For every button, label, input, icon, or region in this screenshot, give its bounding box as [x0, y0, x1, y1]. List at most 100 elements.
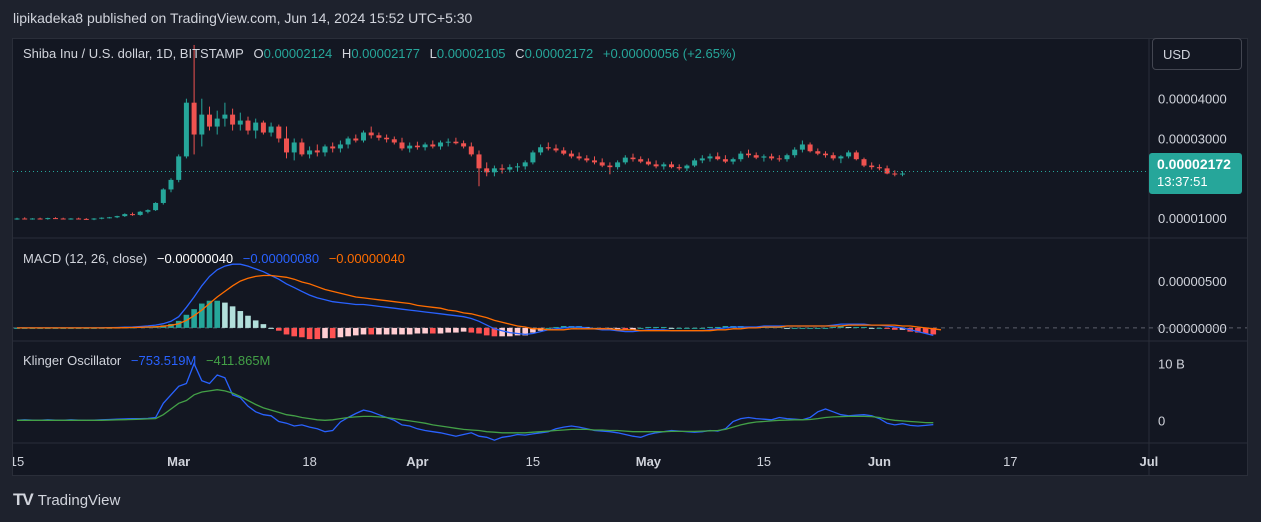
high-label: H: [341, 46, 352, 61]
macd-histogram-bar: [699, 327, 706, 329]
candle-body: [153, 202, 159, 211]
symbol-legend: Shiba Inu / U.S. dollar, 1D, BITSTAMP O0…: [23, 46, 742, 61]
candle-body: [438, 142, 443, 147]
macd-histogram-bar: [838, 326, 844, 328]
macd-histogram-bar: [491, 327, 498, 337]
klinger-series-line-kvo: [16, 362, 934, 441]
candle-body: [900, 173, 905, 175]
macd-histogram-bar: [545, 327, 552, 329]
footer-brand[interactable]: TV TradingView: [13, 490, 120, 510]
candle-body: [846, 152, 852, 157]
candle-body: [330, 146, 336, 149]
macd-histogram-bar: [468, 327, 475, 333]
candle-body: [176, 156, 182, 180]
time-tick-label: 15: [13, 454, 24, 469]
candle-body: [384, 137, 390, 140]
macd-histogram-bar: [175, 320, 182, 328]
macd-histogram-bar: [714, 326, 721, 328]
candle-body: [337, 144, 343, 149]
macd-histogram-bar: [360, 327, 367, 335]
candle-body: [584, 158, 590, 161]
candle-body: [361, 132, 366, 141]
candle-body: [692, 160, 698, 166]
candle-body: [91, 218, 97, 220]
candle-body: [530, 152, 536, 163]
candle-body: [753, 155, 759, 158]
candle-body: [699, 158, 705, 161]
candle-body: [784, 155, 790, 160]
candle-body: [830, 155, 836, 159]
candle-body: [476, 154, 482, 169]
candle-body: [861, 159, 867, 166]
currency-button[interactable]: USD: [1152, 38, 1242, 70]
candle-body: [515, 166, 520, 168]
candle-body: [168, 179, 174, 190]
macd-histogram-bar: [414, 327, 421, 334]
macd-histogram-bar: [383, 327, 390, 335]
candle-body: [314, 150, 320, 153]
chart-panel[interactable]: 0.00004000 0.00003000 0.00001000 0.00000500…: [12, 38, 1248, 476]
macd-histogram-bar: [245, 315, 251, 328]
macd-histogram-bar: [676, 327, 682, 329]
macd-histogram-bar: [799, 327, 806, 329]
bar-countdown: 13:37:51: [1157, 174, 1208, 189]
macd-histogram-bar: [815, 327, 821, 329]
candle-body: [738, 153, 744, 160]
candle-body: [645, 161, 651, 165]
publish-line: lipikadeka8 published on TradingView.com…: [13, 10, 473, 26]
chart-canvas[interactable]: 0.00004000 0.00003000 0.00001000 0.00000500…: [13, 39, 1247, 475]
macd-histogram-bar: [499, 327, 505, 337]
candle-body: [368, 132, 374, 136]
macd-histogram-bar: [791, 327, 798, 329]
macd-histogram-bar: [283, 327, 290, 335]
candle-body: [407, 145, 413, 149]
candle-body: [322, 146, 328, 153]
candle-body: [892, 173, 898, 175]
candle-body: [222, 114, 228, 119]
candle-body: [507, 167, 513, 170]
open-value: 0.00002124: [263, 46, 333, 61]
open-label: O: [253, 46, 264, 61]
time-tick-label: 15: [526, 454, 540, 469]
macd-histogram-bar: [630, 327, 636, 330]
macd-signal-value: −0.00000040: [328, 251, 405, 266]
candle-body: [661, 164, 667, 167]
macd-histogram-bar: [530, 327, 536, 333]
macd-histogram-bar: [868, 327, 875, 329]
price-tick-label: 0.00001000: [1158, 211, 1227, 226]
klinger-tick-label: 0: [1158, 413, 1165, 428]
candle-body: [422, 144, 428, 148]
macd-histogram-bar: [445, 327, 451, 333]
macd-histogram-bar: [691, 327, 698, 329]
candle-body: [414, 145, 420, 148]
time-tick-label: Jun: [868, 454, 891, 469]
macd-histogram-bar: [707, 326, 713, 328]
candle-body: [45, 218, 51, 220]
macd-histogram-bar: [483, 327, 490, 336]
candle-body: [592, 160, 597, 163]
candle-body: [260, 122, 266, 133]
candle-body: [399, 142, 405, 149]
candle-body: [76, 218, 82, 220]
candle-body: [576, 156, 582, 159]
macd-histogram-bar: [183, 314, 190, 328]
candle-body: [353, 138, 359, 141]
macd-histogram-bar: [191, 309, 197, 328]
macd-histogram-bar: [637, 327, 644, 329]
macd-histogram-bar: [822, 327, 829, 329]
candle-body: [638, 159, 644, 162]
time-tick-label: Jul: [1140, 454, 1159, 469]
candle-body: [276, 126, 282, 139]
macd-histogram-bar: [437, 327, 444, 334]
klinger-tick-label: 10 B: [1158, 357, 1185, 372]
candle-body: [461, 143, 467, 147]
macd-histogram-bar: [322, 327, 328, 339]
candle-body: [545, 147, 551, 149]
candle-body: [114, 216, 120, 218]
candle-body: [445, 141, 451, 143]
candle-body: [291, 142, 297, 153]
klinger-signal-value: −411.865M: [205, 353, 271, 368]
candle-body: [807, 144, 813, 152]
candle-body: [307, 150, 313, 155]
candle-body: [53, 218, 58, 220]
